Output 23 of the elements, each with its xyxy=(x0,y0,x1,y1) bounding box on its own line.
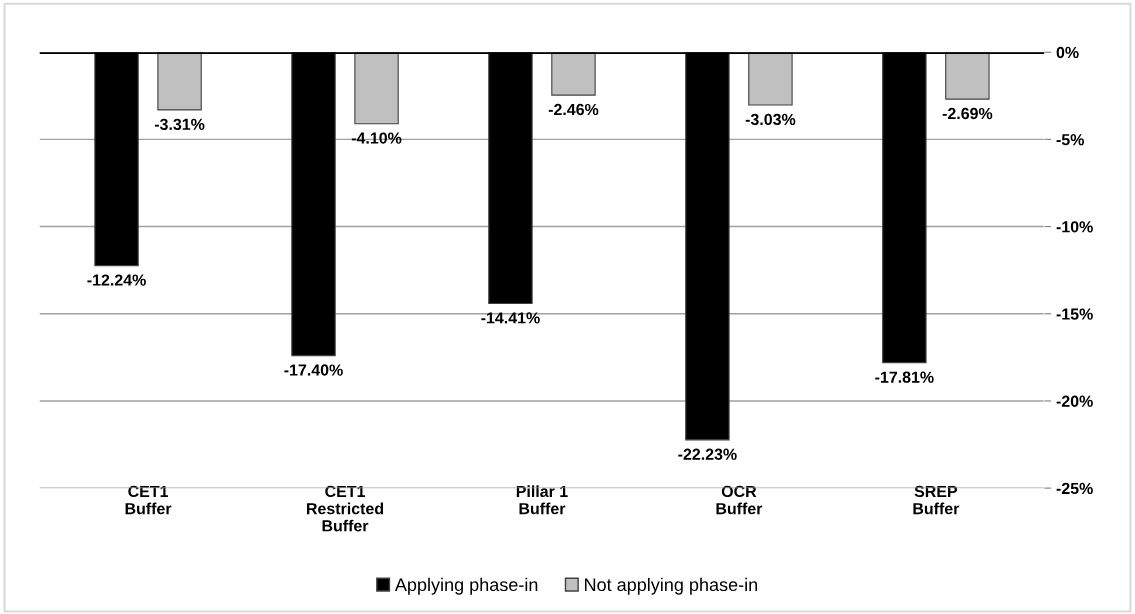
y-tick-label: -25% xyxy=(1056,482,1093,495)
legend-label: Applying phase-in xyxy=(394,577,538,595)
data-label: -12.24% xyxy=(87,274,146,286)
x-tick-label: CET1 Buffer xyxy=(125,485,172,515)
x-tick-label: CET1 Restricted Buffer xyxy=(307,485,384,532)
data-label: -2.69% xyxy=(942,107,993,120)
data-label: -2.46% xyxy=(548,103,599,116)
legend-label: Not applying phase-in xyxy=(585,577,758,595)
y-tick-label: 0% xyxy=(1056,46,1079,59)
x-tick-label: SREP Buffer xyxy=(913,485,960,515)
data-label: -3.03% xyxy=(745,113,796,126)
x-tick-label: OCR Buffer xyxy=(716,485,763,515)
y-tick-label: -20% xyxy=(1056,395,1093,407)
data-label: -22.23% xyxy=(678,448,737,460)
data-label: -17.40% xyxy=(284,364,343,376)
x-tick-label: Pillar 1 Buffer xyxy=(516,485,568,515)
y-tick-label: -5% xyxy=(1056,134,1084,146)
y-tick-label: -15% xyxy=(1056,308,1093,320)
y-tick-label: -10% xyxy=(1056,221,1093,233)
data-label: -4.10% xyxy=(351,132,402,144)
data-label: -3.31% xyxy=(154,118,205,130)
data-label: -17.81% xyxy=(875,371,934,383)
data-label: -14.41% xyxy=(481,312,540,324)
